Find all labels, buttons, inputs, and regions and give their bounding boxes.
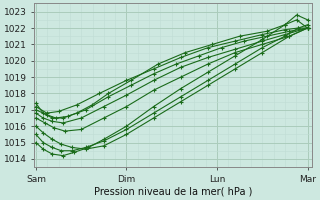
X-axis label: Pression niveau de la mer( hPa ): Pression niveau de la mer( hPa ) <box>94 187 252 197</box>
